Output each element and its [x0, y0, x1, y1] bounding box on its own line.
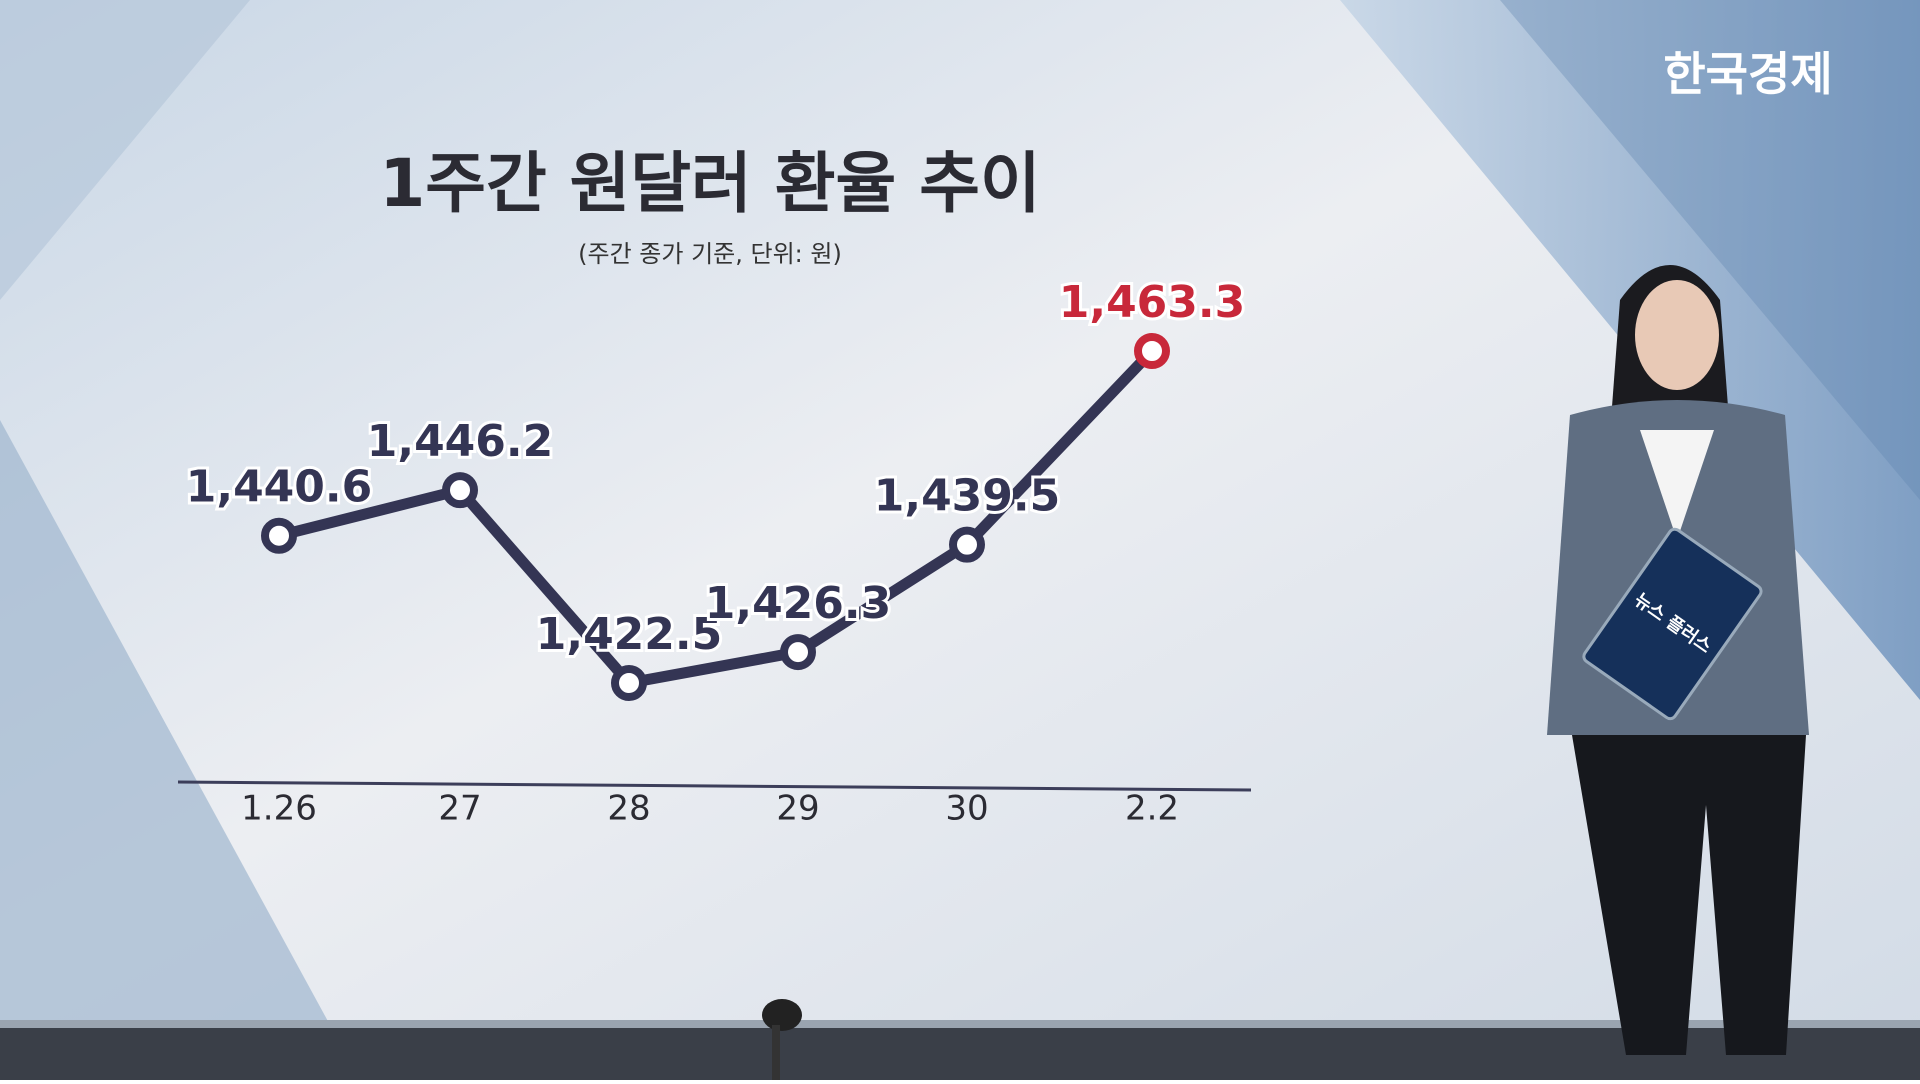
value-label: 1,440.6 — [186, 462, 373, 513]
line — [277, 347, 1156, 689]
background-stripe — [0, 0, 250, 300]
brand-logo: 한국경제 — [1663, 47, 1832, 101]
x-axis-line — [177, 780, 1252, 792]
chart-title: 1주간 원달러 환율 추이 — [379, 145, 1040, 222]
floor — [0, 1025, 1920, 1080]
microphone-stand — [772, 1025, 780, 1080]
microphone — [762, 999, 802, 1031]
marker — [261, 517, 297, 554]
x-tick-label: 29 — [776, 789, 819, 829]
background-stripe — [1500, 0, 1920, 500]
value-label: 1,426.3 — [705, 578, 892, 629]
marker — [611, 665, 647, 701]
x-tick-label: 28 — [607, 789, 650, 829]
background-stripe — [0, 420, 360, 1080]
value-label: 1,422.5 — [536, 609, 723, 660]
presenter: 뉴스 플러스 — [1547, 265, 1809, 1055]
x-tick-label: 30 — [945, 789, 988, 829]
marker — [780, 634, 816, 671]
marker — [1134, 333, 1170, 369]
x-tick-label: 27 — [438, 789, 481, 829]
chart-subtitle: (주간 종가 기준, 단위: 원) — [578, 240, 842, 268]
floor-edge — [0, 1020, 1920, 1028]
x-tick-label: 2.2 — [1125, 789, 1179, 829]
value-label: 1,463.3 — [1059, 277, 1246, 328]
value-label: 1,446.2 — [367, 416, 554, 467]
marker — [442, 472, 478, 509]
value-label: 1,439.5 — [874, 471, 1061, 522]
marker — [949, 526, 985, 563]
x-tick-label: 1.26 — [241, 789, 317, 829]
